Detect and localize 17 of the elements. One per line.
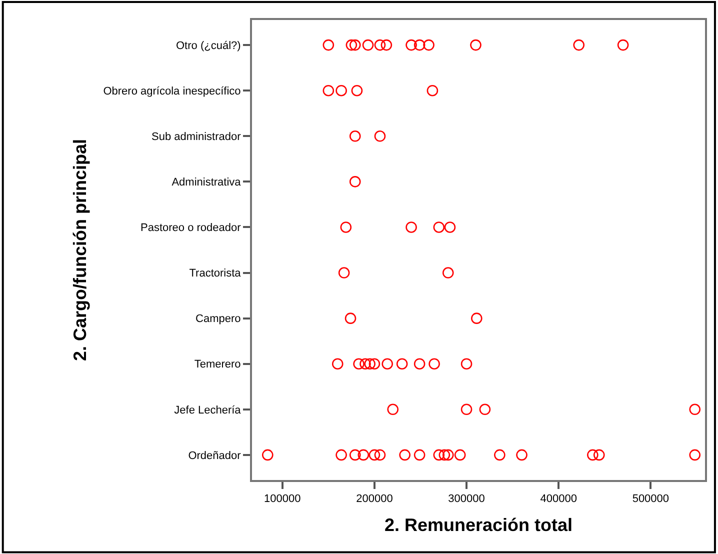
x-tick-label: 400000 [540,493,577,506]
x-tick-label: 100000 [264,493,301,506]
y-tick-label: Obrero agrícola inespecífico [103,85,241,98]
y-tick-label: Tractorista [189,268,242,280]
y-tick-label: Campero [196,313,241,326]
y-tick-label: Ordeñador [188,450,242,462]
y-tick-label: Administrativa [172,176,242,189]
x-axis-title: 2. Remuneración total [384,514,573,535]
y-tick-label: Temerero [194,358,241,371]
y-tick-label: Jefe Lechería [174,404,242,416]
y-axis-title: 2. Cargo/función principal [70,138,90,362]
y-tick-label: Pastoreo o rodeador [140,222,242,234]
y-tick-label: Sub administrador [152,130,242,143]
y-tick-label: Otro (¿cuál?) [176,40,241,52]
x-tick-label: 500000 [632,493,670,506]
x-tick-label: 200000 [356,493,393,506]
x-tick-label: 300000 [448,493,485,506]
